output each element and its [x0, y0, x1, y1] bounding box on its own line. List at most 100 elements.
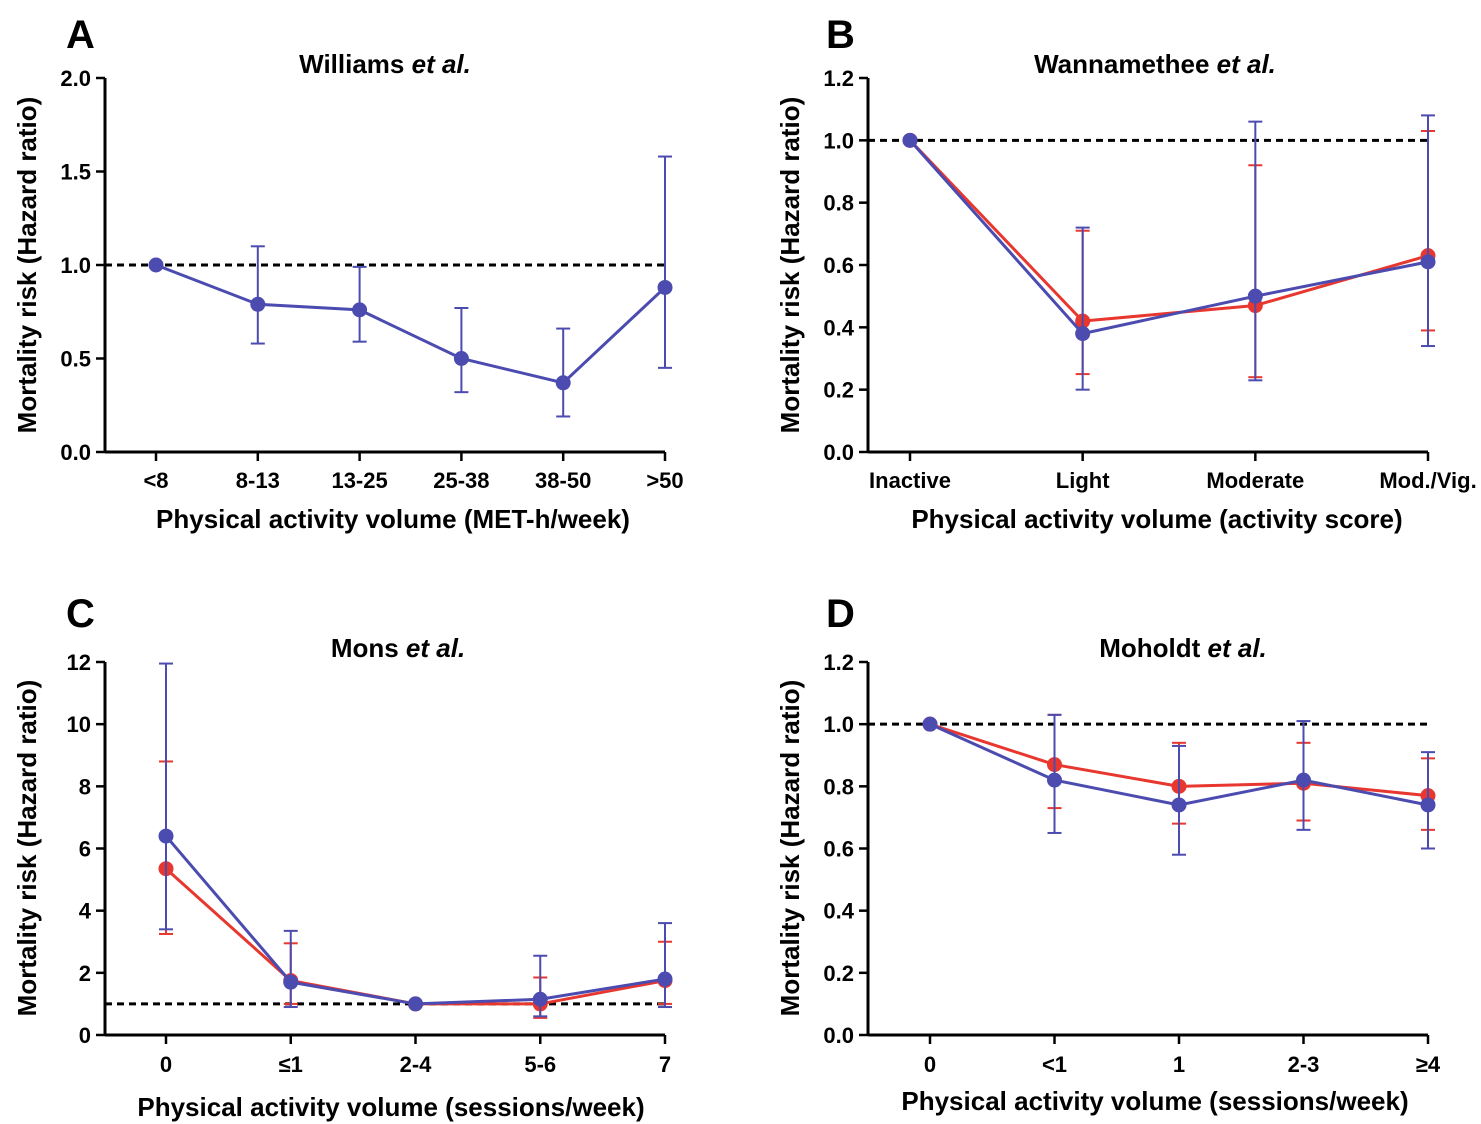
- x-tick-label: 25-38: [433, 468, 489, 493]
- x-tick-label: 1: [1173, 1052, 1185, 1077]
- y-tick-label: 8: [79, 774, 91, 799]
- series-1: [158, 760, 673, 1019]
- x-tick-label: Inactive: [869, 468, 951, 493]
- y-tick-label: 0.5: [60, 347, 91, 372]
- data-point: [283, 974, 299, 990]
- error-bar: [454, 307, 469, 394]
- y-tick-label: 10: [67, 712, 91, 737]
- y-axis-label: Mortality risk (Hazard ratio): [12, 97, 42, 434]
- y-tick-label: 0.2: [823, 961, 854, 986]
- panel-title: Mons et al.: [331, 633, 465, 663]
- x-tick-label: 2-3: [1288, 1052, 1320, 1077]
- series-1: [148, 155, 673, 418]
- panel-a: A Williams et al. 0.0 0.5 1.0 1.5 2.0 <8 8-13 13-…: [12, 13, 684, 534]
- data-point: [532, 991, 548, 1007]
- error-bar: [658, 922, 672, 1009]
- y-tick-label: 0.0: [823, 1023, 854, 1048]
- y-tick-label: 6: [79, 837, 91, 862]
- x-tick-label: ≤1: [279, 1052, 303, 1077]
- y-tick-label: 0.4: [823, 315, 854, 340]
- panel-d: D Moholdt et al. 0.0 0.2 0.4 0.6 0.8 1.0 1.2 0 <1 1…: [775, 592, 1441, 1116]
- series-1: [902, 129, 1436, 379]
- x-axis-label: Physical activity volume (sessions/week): [901, 1086, 1408, 1116]
- x-tick-label: >50: [646, 468, 683, 493]
- x-tick-label: 2-4: [400, 1052, 433, 1077]
- y-tick-label: 2.0: [60, 66, 91, 91]
- data-point: [1171, 797, 1187, 813]
- data-point: [657, 279, 673, 295]
- series-2: [158, 662, 673, 1018]
- data-point: [922, 716, 938, 732]
- y-tick-label: 0.0: [60, 440, 91, 465]
- x-tick-label: 13-25: [331, 468, 387, 493]
- y-axis-label: Mortality risk (Hazard ratio): [12, 680, 42, 1017]
- panel-label: B: [826, 13, 855, 57]
- y-tick-label: 0.8: [823, 191, 854, 216]
- x-tick-label: 8-13: [236, 468, 280, 493]
- x-tick-label: 0: [160, 1052, 172, 1077]
- panel-label: A: [66, 13, 95, 57]
- series-line: [164, 835, 666, 1006]
- y-tick-label: 0.0: [823, 440, 854, 465]
- x-axis-label: Physical activity volume (sessions/week): [137, 1092, 644, 1122]
- y-tick-label: 1.0: [823, 128, 854, 153]
- panel-label: D: [826, 592, 855, 636]
- x-axis-label: Physical activity volume (MET-h/week): [156, 504, 630, 534]
- x-tick-label: Light: [1056, 468, 1110, 493]
- series-line: [164, 867, 666, 1006]
- data-point: [158, 828, 174, 844]
- y-tick-label: 2: [79, 961, 91, 986]
- panel-label: C: [66, 592, 95, 636]
- data-point: [1075, 326, 1091, 342]
- data-point: [1420, 797, 1436, 813]
- x-tick-label: ≥4: [1416, 1052, 1441, 1077]
- y-axis-label: Mortality risk (Hazard ratio): [775, 680, 805, 1017]
- data-point: [1420, 254, 1436, 270]
- data-point: [148, 257, 164, 273]
- x-axis-label: Physical activity volume (activity score…: [911, 504, 1402, 534]
- panel-title: Wannamethee et al.: [1034, 49, 1276, 79]
- data-point: [1247, 288, 1263, 304]
- y-tick-label: 1.5: [60, 160, 91, 185]
- data-point: [408, 996, 423, 1012]
- panel-title: Williams et al.: [299, 49, 471, 79]
- y-tick-label: 1.2: [823, 650, 854, 675]
- x-tick-label: 0: [924, 1052, 936, 1077]
- x-tick-label: <8: [143, 468, 168, 493]
- y-axis-label: Mortality risk (Hazard ratio): [775, 97, 805, 434]
- y-tick-label: 1.2: [823, 66, 854, 91]
- x-tick-label: Moderate: [1206, 468, 1304, 493]
- data-point: [555, 375, 571, 391]
- error-bar: [1248, 120, 1263, 382]
- panel-c: C Mons et al. 0 2 4 6 8 10 12 0 ≤1 2-4 5-6 7 Mortality…: [12, 592, 673, 1122]
- error-bar: [1075, 226, 1090, 391]
- y-tick-label: 0.6: [823, 253, 854, 278]
- series-line: [908, 139, 1429, 323]
- data-point: [250, 296, 266, 312]
- data-point: [657, 971, 673, 987]
- series-2: [902, 114, 1436, 391]
- data-point: [1296, 772, 1311, 788]
- error-bar: [658, 155, 672, 369]
- data-point: [453, 351, 469, 366]
- y-tick-label: 0.8: [823, 774, 854, 799]
- data-point: [352, 302, 368, 318]
- error-bar: [1421, 114, 1435, 348]
- y-tick-label: 0.6: [823, 837, 854, 862]
- series-2: [922, 713, 1436, 856]
- series-line: [908, 139, 1429, 336]
- data-point: [1047, 772, 1062, 788]
- x-tick-label: 7: [659, 1052, 671, 1077]
- x-tick-label: 38-50: [535, 468, 591, 493]
- error-bar: [159, 662, 173, 931]
- x-tick-label: Mod./Vig.: [1379, 468, 1476, 493]
- y-tick-label: 12: [67, 650, 91, 675]
- y-tick-label: 1.0: [60, 253, 91, 278]
- y-tick-label: 0.4: [823, 899, 854, 924]
- y-tick-label: 1.0: [823, 712, 854, 737]
- error-bar: [250, 245, 265, 345]
- panel-b: B Wannamethee et al. 0.0 0.2 0.4 0.6 0.8 1.0 1.2…: [775, 13, 1477, 534]
- y-tick-label: 0.2: [823, 378, 854, 403]
- y-tick-label: 4: [79, 899, 92, 924]
